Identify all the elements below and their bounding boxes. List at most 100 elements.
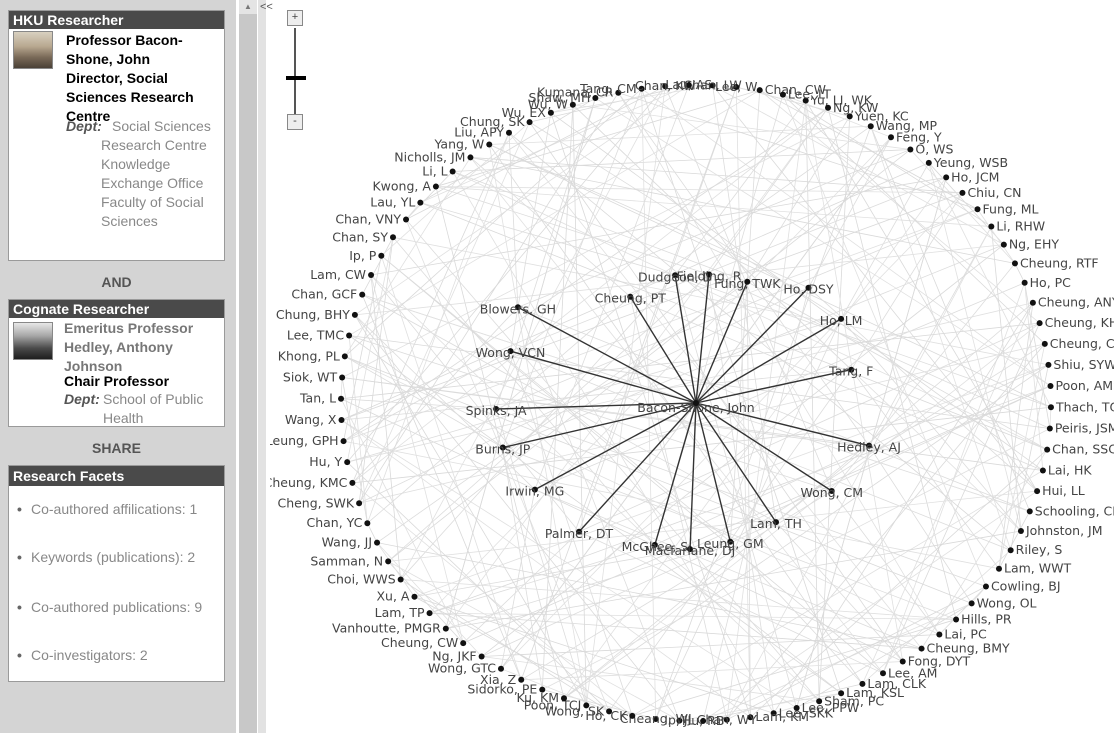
node-dot[interactable]	[706, 271, 713, 278]
node-dot[interactable]	[560, 695, 567, 702]
outer-author-node[interactable]: Cheng, SWK	[277, 495, 354, 510]
facet-label[interactable]: Co-authored affilications: 1	[31, 501, 198, 517]
facet-item[interactable]: • Co-investigators: 2	[17, 646, 216, 664]
node-dot[interactable]	[1017, 528, 1024, 535]
node-dot[interactable]	[1044, 446, 1051, 453]
node-dot[interactable]	[359, 291, 366, 298]
inner-author-node[interactable]: Ho, LM	[820, 313, 863, 328]
node-dot[interactable]	[1000, 241, 1007, 248]
node-dot[interactable]	[638, 85, 645, 92]
dept-item[interactable]: Knowledge Exchange Office	[101, 156, 204, 191]
inner-author-node[interactable]: Leung, GM	[697, 536, 764, 551]
outer-author-node[interactable]: Chan, SSC	[1052, 442, 1114, 457]
outer-author-node[interactable]: Xia, Z	[480, 672, 516, 687]
inner-author-node[interactable]: Lam, TH	[750, 516, 802, 531]
facet-label[interactable]: Co-investigators: 2	[31, 647, 148, 663]
node-dot[interactable]	[339, 374, 346, 381]
outer-author-node[interactable]: Ng, JKF	[432, 648, 476, 663]
node-dot[interactable]	[859, 680, 866, 687]
node-dot[interactable]	[526, 119, 533, 126]
outer-author-node[interactable]: Schooling, CM	[1035, 503, 1114, 518]
outer-author-node[interactable]: Poon, TCJ	[524, 697, 582, 712]
outer-author-node[interactable]: Chung, BHY	[276, 307, 350, 322]
cognate-name[interactable]: Emeritus Professor Hedley, Anthony Johns…	[64, 320, 194, 374]
node-dot[interactable]	[866, 442, 873, 449]
inner-author-node[interactable]: Hedley, AJ	[837, 440, 901, 455]
outer-author-node[interactable]: Cheang, WJ	[620, 711, 692, 726]
node-dot[interactable]	[816, 698, 823, 705]
inner-author-node[interactable]: Fielding, R	[677, 268, 742, 283]
splitter[interactable]	[258, 0, 266, 733]
node-dot[interactable]	[733, 84, 740, 91]
outer-author-node[interactable]: Lam, KSL	[846, 685, 904, 700]
node-dot[interactable]	[968, 600, 975, 607]
outer-author-node[interactable]: Fong, DYT	[908, 654, 971, 669]
outer-author-node[interactable]: Shiu, SYW	[1053, 357, 1114, 372]
inner-author-node[interactable]: Cheung, PT	[595, 291, 667, 306]
outer-author-node[interactable]: Chan, WY	[697, 712, 758, 727]
node-dot[interactable]	[539, 686, 546, 693]
outer-author-node[interactable]: Chan, CW	[765, 82, 826, 97]
outer-author-node[interactable]: Hu, Y	[309, 454, 342, 469]
node-dot[interactable]	[867, 123, 874, 130]
outer-author-node[interactable]: Peiris, JSM	[1055, 420, 1114, 435]
node-dot[interactable]	[449, 168, 456, 175]
node-dot[interactable]	[346, 332, 353, 339]
inner-author-node[interactable]: McGhee, S	[622, 539, 689, 554]
researcher-avatar[interactable]	[13, 31, 53, 69]
outer-author-node[interactable]: Cheung, RTF	[1020, 255, 1099, 270]
node-dot[interactable]	[907, 146, 914, 153]
node-dot[interactable]	[514, 304, 521, 311]
outer-author-node[interactable]: Ho, CK	[585, 708, 628, 723]
node-dot[interactable]	[1036, 320, 1043, 327]
node-dot[interactable]	[838, 315, 845, 322]
zoom-slider-handle[interactable]	[286, 76, 306, 81]
node-dot[interactable]	[747, 714, 754, 721]
node-dot[interactable]	[925, 159, 932, 166]
inner-author-node[interactable]: Blowers, GH	[480, 301, 556, 316]
inner-author-node[interactable]: Wong, CM	[800, 485, 863, 500]
outer-author-node[interactable]: Wong, OL	[977, 595, 1037, 610]
node-dot[interactable]	[1046, 425, 1053, 432]
node-dot[interactable]	[507, 348, 514, 355]
outer-author-node[interactable]: Xu, A	[376, 589, 409, 604]
facet-label[interactable]: Keywords (publications): 2	[31, 549, 196, 565]
outer-author-node[interactable]: Chan, SY	[332, 229, 388, 244]
outer-author-node[interactable]: Ip, P	[349, 248, 377, 263]
facet-item[interactable]: • Keywords (publications): 2	[17, 548, 216, 566]
outer-author-node[interactable]: Cheung, BMY	[927, 641, 1010, 656]
node-dot[interactable]	[493, 406, 500, 413]
node-dot[interactable]	[995, 565, 1002, 572]
facet-item[interactable]: • Co-authored publications: 9	[17, 598, 216, 616]
zoom-in-button[interactable]: +	[287, 10, 303, 26]
outer-author-node[interactable]: Kwong, A	[372, 179, 431, 194]
outer-author-node[interactable]: Yang, W	[434, 136, 485, 151]
node-dot[interactable]	[1039, 467, 1046, 474]
scroll-up-icon[interactable]: ▲	[239, 0, 257, 14]
node-dot[interactable]	[773, 519, 779, 526]
node-dot[interactable]	[1011, 260, 1018, 267]
node-dot[interactable]	[576, 528, 583, 535]
outer-author-node[interactable]: Lee, LT	[788, 87, 831, 102]
outer-author-node[interactable]: Chan, LW	[683, 77, 741, 92]
zoom-track[interactable]	[294, 28, 296, 116]
node-dot[interactable]	[344, 459, 351, 466]
inner-author-node[interactable]: Palmer, DT	[545, 526, 614, 541]
facet-item[interactable]: • Co-authored affilications: 1	[17, 500, 216, 518]
outer-author-node[interactable]: Lai, HK	[1048, 463, 1092, 478]
outer-author-node[interactable]: Shaw, MH	[528, 90, 590, 105]
inner-author-node[interactable]: Macfarlane, DJ	[645, 543, 736, 558]
node-dot[interactable]	[351, 311, 358, 318]
outer-author-node[interactable]: Vanhoutte, PMGR	[332, 621, 441, 636]
node-dot[interactable]	[547, 109, 554, 116]
node-dot[interactable]	[838, 690, 845, 697]
facet-label[interactable]: Co-authored publications: 9	[31, 599, 203, 615]
outer-author-node[interactable]: Leung, GPH	[270, 433, 339, 448]
outer-author-node[interactable]: Sidorko, PE	[467, 682, 537, 697]
node-dot[interactable]	[615, 89, 622, 96]
node-dot[interactable]	[723, 716, 730, 723]
outer-author-node[interactable]: Choi, WWS	[327, 571, 395, 586]
node-dot[interactable]	[364, 520, 371, 527]
node-dot[interactable]	[338, 416, 345, 423]
outer-author-node[interactable]: Lee, TMC	[287, 327, 344, 342]
